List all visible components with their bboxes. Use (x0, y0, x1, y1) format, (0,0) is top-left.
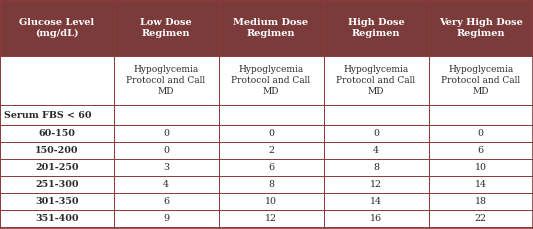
Bar (324, 56, 429, 105)
Bar (114, 142, 219, 159)
Text: Very High Dose
Regimen: Very High Dose Regimen (439, 18, 523, 38)
Bar (429, 0, 533, 56)
Bar (324, 105, 429, 125)
Bar (324, 210, 429, 227)
Bar (0, 227, 114, 229)
Bar (324, 159, 429, 176)
Bar (429, 105, 533, 125)
Bar (219, 210, 324, 227)
Text: 201-250: 201-250 (35, 163, 78, 172)
Text: 3: 3 (163, 163, 169, 172)
Text: Low Dose
Regimen: Low Dose Regimen (140, 18, 192, 38)
Bar (0, 176, 114, 193)
Bar (429, 159, 533, 176)
Bar (219, 176, 324, 193)
Text: 351-400: 351-400 (35, 214, 78, 223)
Bar (0, 193, 114, 210)
Bar (219, 125, 324, 142)
Text: Medium Dose
Regimen: Medium Dose Regimen (233, 18, 309, 38)
Text: 18: 18 (475, 197, 487, 206)
Bar (429, 227, 533, 229)
Text: 0: 0 (163, 146, 169, 155)
Text: 2: 2 (268, 146, 274, 155)
Bar (0, 210, 114, 227)
Text: 150-200: 150-200 (35, 146, 78, 155)
Text: 0: 0 (478, 129, 484, 138)
Text: 10: 10 (475, 163, 487, 172)
Text: 14: 14 (475, 180, 487, 189)
Text: Serum FBS < 60: Serum FBS < 60 (4, 111, 91, 120)
Bar (324, 227, 429, 229)
Text: 4: 4 (373, 146, 379, 155)
Bar (0, 159, 114, 176)
Bar (114, 105, 219, 125)
Bar (324, 142, 429, 159)
Bar (219, 193, 324, 210)
Text: Hypoglycemia
Protocol and Call
MD: Hypoglycemia Protocol and Call MD (336, 65, 416, 96)
Bar (429, 142, 533, 159)
Text: 0: 0 (373, 129, 379, 138)
Bar (219, 159, 324, 176)
Bar (324, 0, 429, 56)
Bar (114, 0, 219, 56)
Bar (429, 193, 533, 210)
Bar (324, 125, 429, 142)
Text: 14: 14 (370, 197, 382, 206)
Text: Hypoglycemia
Protocol and Call
MD: Hypoglycemia Protocol and Call MD (231, 65, 311, 96)
Bar (219, 227, 324, 229)
Bar (114, 56, 219, 105)
Bar (429, 125, 533, 142)
Text: 6: 6 (478, 146, 484, 155)
Text: 8: 8 (268, 180, 274, 189)
Text: Glucose Level
(mg/dL): Glucose Level (mg/dL) (19, 18, 94, 38)
Bar (114, 159, 219, 176)
Text: 4: 4 (163, 180, 169, 189)
Bar (429, 210, 533, 227)
Bar (0, 0, 114, 56)
Bar (114, 176, 219, 193)
Text: 22: 22 (475, 214, 487, 223)
Bar (429, 56, 533, 105)
Bar (114, 210, 219, 227)
Text: 251-300: 251-300 (35, 180, 78, 189)
Text: 60-150: 60-150 (38, 129, 75, 138)
Bar (219, 56, 324, 105)
Bar (114, 193, 219, 210)
Text: 0: 0 (268, 129, 274, 138)
Text: 301-350: 301-350 (35, 197, 78, 206)
Bar (219, 105, 324, 125)
Bar (0, 125, 114, 142)
Text: High Dose
Regimen: High Dose Regimen (348, 18, 405, 38)
Text: 8: 8 (373, 163, 379, 172)
Text: 12: 12 (370, 180, 382, 189)
Text: 9: 9 (163, 214, 169, 223)
Bar (219, 142, 324, 159)
Text: 16: 16 (370, 214, 382, 223)
Bar (0, 56, 114, 105)
Bar (324, 193, 429, 210)
Text: 6: 6 (268, 163, 274, 172)
Bar (429, 176, 533, 193)
Text: Hypoglycemia
Protocol and Call
MD: Hypoglycemia Protocol and Call MD (441, 65, 520, 96)
Bar (219, 0, 324, 56)
Bar (114, 227, 219, 229)
Bar (114, 125, 219, 142)
Bar (0, 142, 114, 159)
Text: Hypoglycemia
Protocol and Call
MD: Hypoglycemia Protocol and Call MD (126, 65, 206, 96)
Text: 10: 10 (265, 197, 277, 206)
Bar (0, 105, 114, 125)
Text: 0: 0 (163, 129, 169, 138)
Text: 12: 12 (265, 214, 277, 223)
Text: 6: 6 (163, 197, 169, 206)
Bar (324, 176, 429, 193)
